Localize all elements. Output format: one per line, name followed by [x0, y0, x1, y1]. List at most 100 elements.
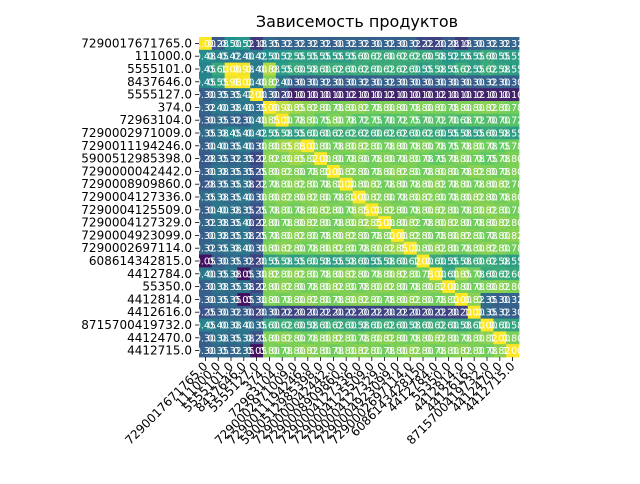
heatmap-cell	[263, 177, 277, 191]
heatmap-cell	[224, 139, 238, 153]
heatmap-cell-label: 0.78	[297, 282, 318, 293]
heatmap-cell-label: 0.78	[374, 295, 395, 306]
heatmap-cell	[480, 113, 494, 127]
heatmap-cell-label: 0.30	[412, 77, 433, 88]
heatmap-cell-label: 0.58	[425, 65, 446, 76]
heatmap-cell	[416, 152, 430, 166]
heatmap-cell-label: 0.78	[361, 269, 382, 280]
heatmap-cell-label: 0.45	[195, 77, 216, 88]
heatmap-cell	[506, 49, 520, 63]
heatmap-cell-label: 0.80	[336, 141, 357, 152]
heatmap-cell-label: 0.30	[246, 141, 267, 152]
heatmap-cell	[314, 101, 328, 115]
heatmap-cell	[506, 152, 520, 166]
heatmap-cell	[199, 126, 213, 140]
heatmap-cell	[455, 152, 469, 166]
heatmap-cell	[250, 62, 264, 76]
heatmap-cell	[339, 318, 353, 332]
heatmap-cell-label: 0.78	[361, 103, 382, 114]
heatmap-cell	[211, 113, 225, 127]
heatmap-cell	[314, 203, 328, 217]
heatmap-cell	[352, 190, 366, 204]
heatmap-cell	[480, 280, 494, 294]
heatmap-cell-label: 0.80	[259, 218, 280, 229]
heatmap-cell	[493, 267, 507, 281]
heatmap-cell	[493, 280, 507, 294]
heatmap-cell-label: 0.80	[425, 193, 446, 204]
heatmap-cell	[467, 190, 481, 204]
heatmap-cell-label: 0.58	[348, 321, 369, 332]
heatmap-cell	[480, 139, 494, 153]
heatmap-cell-label: 1.00	[272, 116, 293, 127]
heatmap-cell-label: 0.80	[348, 154, 369, 165]
heatmap-cell-label: 0.10	[451, 90, 472, 101]
heatmap-cell	[467, 229, 481, 243]
heatmap-cell-label: 1.00	[374, 218, 395, 229]
heatmap-cell-label: 0.60	[297, 129, 318, 140]
heatmap-cell	[211, 165, 225, 179]
heatmap-cell	[327, 267, 341, 281]
heatmap-cell-label: 0.38	[208, 282, 229, 293]
heatmap-cell-label: 0.30	[297, 77, 318, 88]
heatmap-cell	[365, 267, 379, 281]
heatmap-cell	[442, 37, 456, 51]
heatmap-cell	[442, 293, 456, 307]
heatmap-cell	[480, 165, 494, 179]
heatmap-cell	[211, 190, 225, 204]
heatmap-cell	[237, 216, 251, 230]
heatmap-cell-label: 1.00	[233, 77, 254, 88]
heatmap-cell	[288, 216, 302, 230]
heatmap-cell-label: 0.62	[361, 52, 382, 63]
heatmap-cell-label: 0.22	[425, 308, 446, 319]
heatmap-cell-label: 0.30	[361, 77, 382, 88]
heatmap-cell	[263, 318, 277, 332]
heatmap-cell	[365, 229, 379, 243]
heatmap-cell	[429, 241, 443, 255]
heatmap-cell	[314, 62, 328, 76]
heatmap-cell-label: 0.78	[310, 180, 331, 191]
heatmap-cell	[327, 318, 341, 332]
heatmap-cell-label: 0.10	[502, 90, 523, 101]
heatmap-cell-label: 0.80	[284, 167, 305, 178]
heatmap-cell-label: 0.80	[502, 218, 523, 229]
heatmap-cell	[506, 139, 520, 153]
heatmap-cell	[275, 280, 289, 294]
heatmap-cell-label: 0.78	[476, 141, 497, 152]
heatmap-cell	[263, 280, 277, 294]
heatmap-cell	[224, 254, 238, 268]
heatmap-cell	[237, 49, 251, 63]
heatmap-cell-label: 0.22	[246, 282, 267, 293]
heatmap-cell	[403, 216, 417, 230]
heatmap-cell	[237, 152, 251, 166]
heatmap-cell-label: 0.78	[323, 103, 344, 114]
heatmap-cell-label: 0.78	[451, 167, 472, 178]
heatmap-cell-label: 0.80	[451, 282, 472, 293]
heatmap-cell	[429, 203, 443, 217]
heatmap-cell	[455, 75, 469, 89]
heatmap-cell	[506, 165, 520, 179]
heatmap-cell	[442, 229, 456, 243]
heatmap-cell-label: 1.00	[246, 90, 267, 101]
heatmap-cell-label: 0.10	[323, 90, 344, 101]
heatmap-cell-label: 0.80	[412, 205, 433, 216]
heatmap-cell	[416, 216, 430, 230]
y-tick-label: 4412814.0	[127, 292, 192, 306]
heatmap-cell-label: 0.80	[259, 346, 280, 357]
heatmap-cell-label: 0.30	[464, 77, 485, 88]
y-tick-label: 4412470.0	[127, 331, 192, 345]
heatmap-cell-label: 0.40	[233, 103, 254, 114]
heatmap-cell	[378, 305, 392, 319]
heatmap-cell-label: 0.22	[246, 154, 267, 165]
heatmap-cell	[416, 280, 430, 294]
heatmap-cell	[365, 216, 379, 230]
heatmap-cell	[403, 49, 417, 63]
heatmap-cell	[493, 190, 507, 204]
heatmap-cell	[429, 254, 443, 268]
heatmap-cell	[339, 101, 353, 115]
heatmap-cell	[199, 344, 213, 358]
heatmap-cell-label: 0.80	[412, 231, 433, 242]
heatmap-cell-label: 0.78	[502, 180, 523, 191]
heatmap-cell	[211, 139, 225, 153]
heatmap-cell-label: 0.82	[476, 333, 497, 344]
heatmap-cell	[275, 331, 289, 345]
